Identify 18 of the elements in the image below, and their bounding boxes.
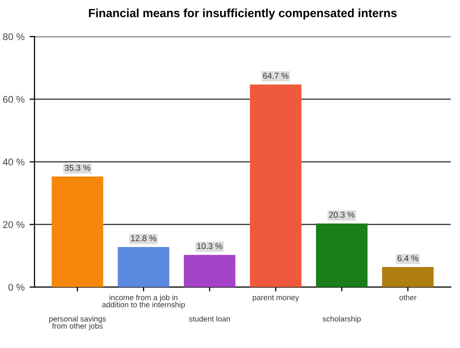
y-tick-label: 80 %	[3, 33, 24, 40]
chart-title: Financial means for insufficiently compensated interns	[88, 8, 397, 20]
data-label: 10.3 %	[197, 243, 222, 250]
bar	[118, 247, 170, 288]
y-tick-label: 20 %	[3, 221, 24, 228]
data-label: 12.8 %	[131, 235, 156, 242]
bar	[184, 254, 236, 288]
bar	[52, 176, 104, 288]
y-tick-label: 60 %	[3, 96, 24, 103]
bar	[382, 267, 434, 288]
data-label: 20.3 %	[329, 212, 354, 218]
y-tick-label: 40 %	[2, 158, 24, 166]
y-tick-label: 0 %	[8, 284, 24, 291]
bar	[250, 84, 302, 288]
bar	[316, 224, 368, 288]
data-label: 35.3 %	[64, 164, 90, 171]
data-label: 64.7 %	[263, 72, 288, 79]
data-label: 6.4 %	[398, 255, 418, 262]
